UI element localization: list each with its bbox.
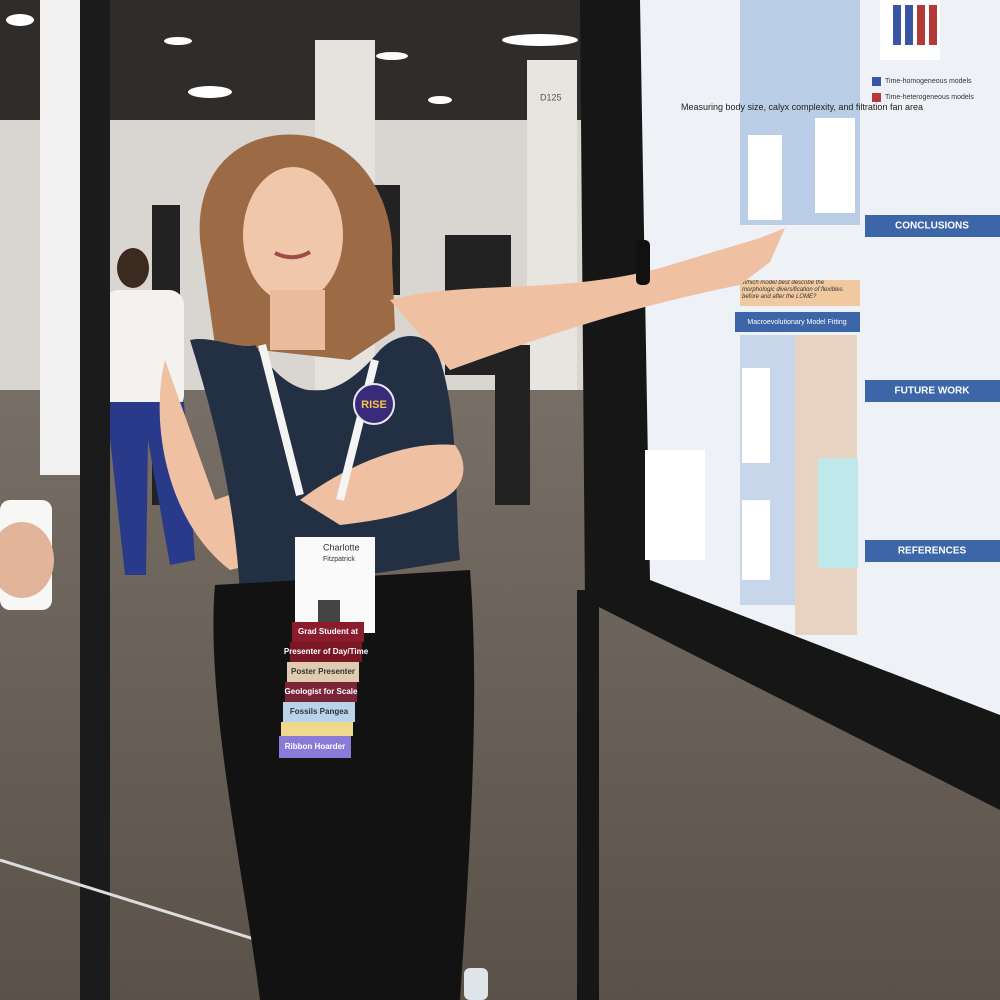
ribbon: Grad Student at [298,627,358,636]
rise-button [353,383,395,425]
left-board-post [80,0,110,1000]
poster-question-box: Which model best describe the morphologi… [742,280,843,300]
bystander-head [117,248,149,288]
poster-content [645,0,1000,635]
poster-heading: CONCLUSIONS [895,221,969,232]
hand [0,522,54,598]
poster-text: Measuring body size, calyx complexity, a… [681,78,974,557]
ribbon: Fossils Pangea [290,707,349,716]
water-bottle [464,968,488,1000]
ribbon: Poster Presenter [291,667,355,676]
pants [213,570,475,1000]
left-poster [40,0,85,475]
pointing-arm [390,228,785,370]
poster-heading: Measuring body size, calyx complexity, a… [681,102,923,112]
badge-name: Charlotte [323,542,360,552]
watch [636,240,650,285]
button-text: RISE [361,399,387,411]
bystander [495,345,530,505]
presenter: RISE Charlotte Fitzpatrick Grad Student … [159,134,785,1000]
poster-question: Which model best describe the morphologi… [742,280,843,300]
hair-bangs [258,144,350,200]
poster-heading: Macroevolutionary Model Fitting [747,319,846,326]
ribbon: Geologist for Scale [285,687,358,696]
badge-surname: Fitzpatrick [323,556,355,563]
legend-label: Time-homogeneous models [885,78,972,85]
right-hand [300,444,464,525]
ceiling-lights [6,14,578,104]
ribbon: Presenter of Day/Time [284,647,369,656]
pillar-sign: D125 [540,92,562,102]
poster-heading: FUTURE WORK [895,386,971,397]
neck [270,290,325,350]
ribbons: Grad Student at Presenter of Day/Time Po… [279,622,369,758]
face [243,167,343,303]
poster-board-post [577,590,599,1000]
smile [274,250,312,260]
legend-label: Time-heterogeneous models [885,94,974,101]
qr-code [318,600,340,622]
lanyard [258,344,379,501]
ribbon: Ribbon Hoarder [285,742,345,751]
pillar [527,60,577,390]
poster-heading: REFERENCES [898,546,967,557]
